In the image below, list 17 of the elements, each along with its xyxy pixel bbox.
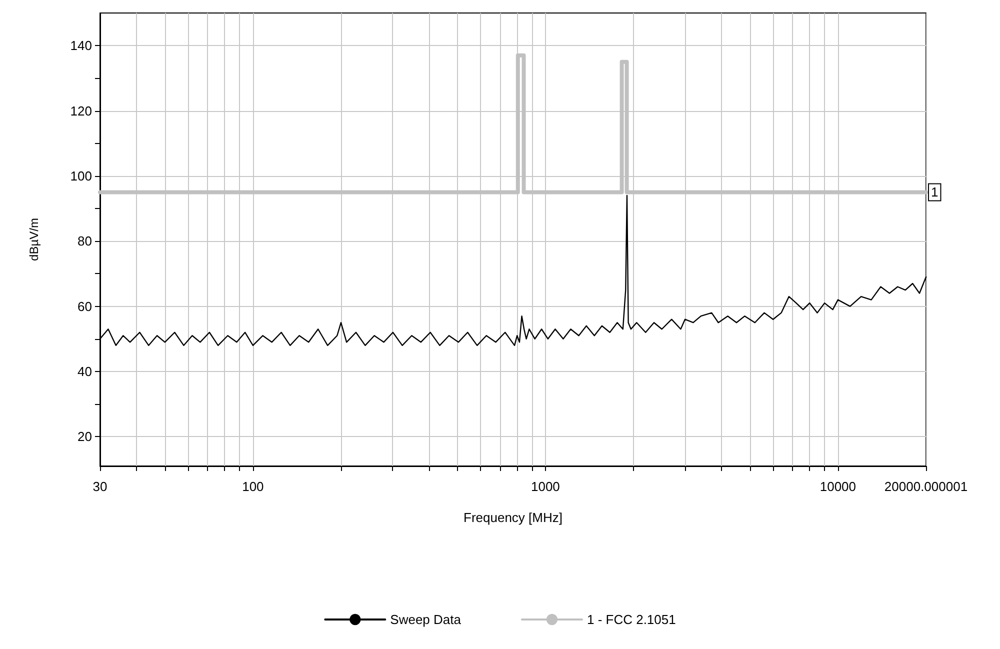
x-tick-label: 100: [242, 479, 264, 494]
y-tick-label: 60: [78, 298, 92, 314]
y-tick-label: 20: [78, 429, 92, 444]
x-tick-label: 20000.000001: [884, 479, 968, 494]
x-axis-title: Frequency [MHz]: [464, 510, 562, 525]
legend-label: Sweep Data: [390, 612, 462, 627]
y-tick-label: 80: [78, 234, 92, 249]
y-tick-label: 100: [70, 168, 92, 184]
x-tick-label: 30: [92, 479, 108, 494]
y-tick-label: 140: [70, 38, 92, 54]
y-axis-title: dBµV/m: [27, 218, 41, 261]
x-tick-label: 1000: [530, 479, 560, 494]
legend-label: 1 - FCC 2.1051: [586, 612, 676, 627]
annotation: 1: [931, 184, 938, 200]
y-tick-label: 40: [78, 364, 92, 379]
x-tick-label: 10000: [820, 479, 856, 494]
y-tick-label: 120: [70, 103, 92, 118]
